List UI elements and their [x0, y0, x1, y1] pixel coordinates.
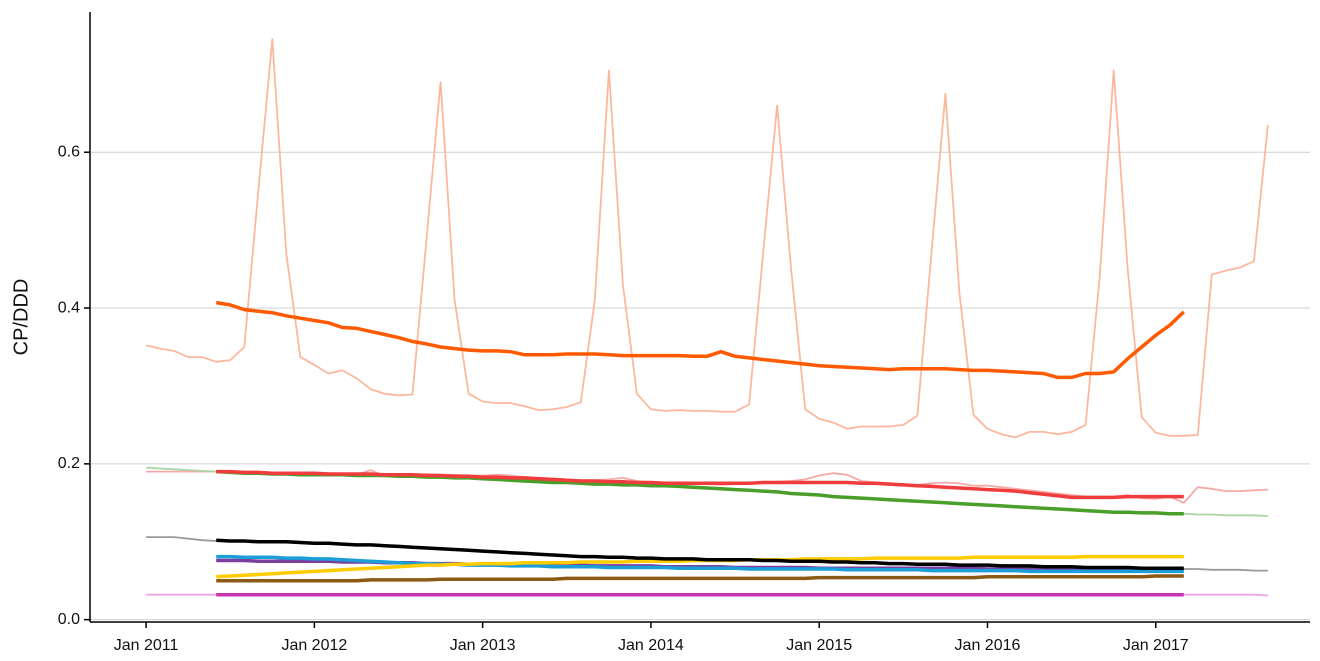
- series-line: [216, 574, 1184, 583]
- series-line: [145, 38, 1269, 439]
- y-tick-label: 0.6: [58, 143, 80, 160]
- series-line: [216, 538, 1184, 570]
- series-line: [215, 300, 1186, 380]
- series-line: [216, 469, 1184, 500]
- x-tick-label: Jan 2013: [450, 637, 516, 654]
- y-tick-label: 0.4: [58, 299, 80, 316]
- x-tick-label: Jan 2015: [786, 637, 852, 654]
- x-tick-label: Jan 2011: [114, 637, 179, 654]
- y-axis-label: CP/DDD: [10, 279, 32, 356]
- x-tick-label: Jan 2017: [1123, 637, 1189, 654]
- series-line: [216, 554, 1184, 574]
- x-tick-label: Jan 2014: [618, 637, 684, 654]
- y-tick-label: 0.2: [58, 455, 80, 472]
- x-tick-label: Jan 2012: [281, 637, 347, 654]
- x-tick-label: Jan 2016: [955, 637, 1021, 654]
- y-tick-label: 0.0: [58, 611, 80, 628]
